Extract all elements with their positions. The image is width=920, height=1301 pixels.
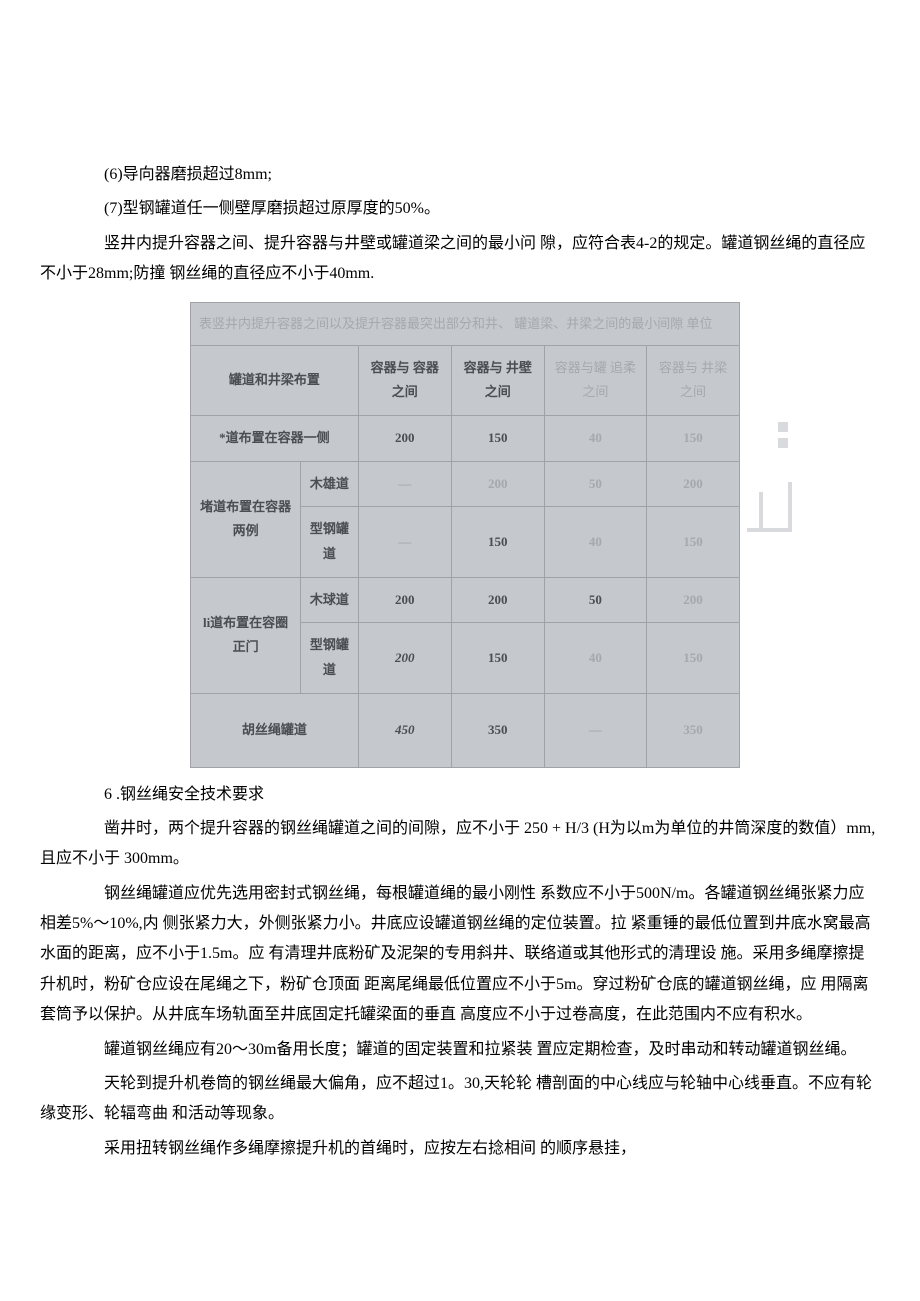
cell: 150 [451, 507, 544, 577]
table-row: *道布置在容器一侧 200 150 40 150 [191, 416, 740, 462]
clearance-table-wrap: 表竖井内提升容器之间以及提升容器最突出部分和井、 罐道梁、并梁之间的最小间隙 单… [190, 302, 740, 768]
body-text-p8: 采用扭转钢丝绳作多绳摩擦提升机的首绳时，应按左右捻相间 的顺序悬挂， [40, 1134, 880, 1164]
body-text-6: (6)导向器磨损超过8mm; [40, 160, 880, 190]
cell: 350 [451, 693, 544, 767]
cell: 200 [358, 416, 451, 462]
cell: 350 [646, 693, 739, 767]
cell: 150 [646, 507, 739, 577]
row-sub: 木雄道 [301, 461, 359, 507]
row-sub: 木球道 [301, 577, 359, 623]
table-row: 胡丝绳罐道 450 350 — 350 [191, 693, 740, 767]
clearance-table: 表竖井内提升容器之间以及提升容器最突出部分和井、 罐道梁、并梁之间的最小间隙 单… [190, 302, 740, 768]
row-label: 堵道布置在容器两例 [191, 461, 301, 577]
cell: 40 [544, 623, 646, 693]
row-label: *道布置在容器一侧 [191, 416, 359, 462]
cell: 200 [451, 577, 544, 623]
table-caption: 表竖井内提升容器之间以及提升容器最突出部分和井、 罐道梁、并梁之间的最小间隙 单… [190, 302, 740, 345]
body-text-spec: 竖井内提升容器之间、提升容器与井壁或罐道梁之间的最小问 隙，应符合表4-2的规定… [40, 229, 880, 290]
section-6-title: 6 .钢丝绳安全技术要求 [104, 780, 880, 810]
body-text-p6: 罐道钢丝绳应有20～30m备用长度；罐道的固定装置和拉紧装 置应定期检查，及时串… [40, 1035, 880, 1065]
watermark-icon [730, 372, 800, 622]
table-header-c5: 容器与 井梁之间 [646, 345, 739, 415]
cell: 150 [451, 623, 544, 693]
cell: 150 [646, 623, 739, 693]
cell: — [544, 693, 646, 767]
cell: 200 [451, 461, 544, 507]
cell: 150 [646, 416, 739, 462]
cell: — [358, 507, 451, 577]
cell: 50 [544, 461, 646, 507]
row-sub: 型钢罐道 [301, 623, 359, 693]
cell: 150 [451, 416, 544, 462]
table-header-c3: 容器与 井壁之间 [451, 345, 544, 415]
cell: 200 [358, 623, 451, 693]
cell: — [358, 461, 451, 507]
body-text-7: (7)型钢罐道任一侧壁厚磨损超过原厚度的50%。 [40, 194, 880, 224]
table-row: 堵道布置在容器两例 木雄道 — 200 50 200 [191, 461, 740, 507]
cell: 40 [544, 507, 646, 577]
cell: 50 [544, 577, 646, 623]
cell: 200 [358, 577, 451, 623]
cell: 40 [544, 416, 646, 462]
cell: 200 [646, 577, 739, 623]
row-sub: 型钢罐道 [301, 507, 359, 577]
row-label: 胡丝绳罐道 [191, 693, 359, 767]
table-header-c4: 容器与罐 追柔之间 [544, 345, 646, 415]
cell: 450 [358, 693, 451, 767]
table-row: li道布置在容圈正门 木球道 200 200 50 200 [191, 577, 740, 623]
table-header-layout: 罐道和井梁布置 [191, 345, 359, 415]
body-text-p5: 钢丝绳罐道应优先选用密封式钢丝绳，每根罐道绳的最小刚性 系数应不小于500N/m… [40, 879, 880, 1031]
body-text-p7: 天轮到提升机卷筒的钢丝绳最大偏角，应不超过1。30,天轮轮 槽剖面的中心线应与轮… [40, 1069, 880, 1130]
cell: 200 [646, 461, 739, 507]
body-text-p4: 凿井时，两个提升容器的钢丝绳罐道之间的间隙，应不小于 250 + H/3 (H为… [40, 814, 880, 875]
table-header-c2: 容器与 容器之间 [358, 345, 451, 415]
row-label: li道布置在容圈正门 [191, 577, 301, 693]
